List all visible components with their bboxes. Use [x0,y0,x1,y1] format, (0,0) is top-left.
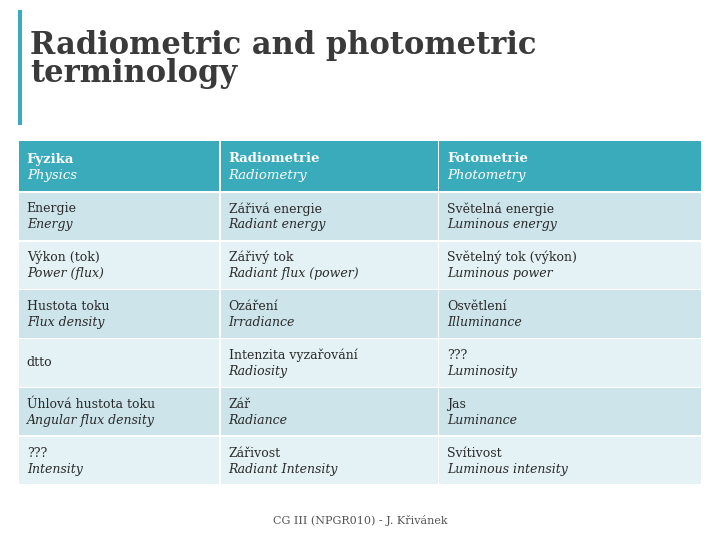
Text: Radiometry: Radiometry [228,168,307,181]
Text: Power (flux): Power (flux) [27,267,104,280]
Text: Zářivost: Zářivost [228,447,281,460]
Text: Luminance: Luminance [447,414,518,427]
Text: Zář: Zář [228,398,251,411]
Bar [19,141,219,191]
Text: Hustota toku: Hustota toku [27,300,109,313]
Text: Radiant Intensity: Radiant Intensity [228,463,338,476]
Text: CG III (NPGR010) - J. Křivánek: CG III (NPGR010) - J. Křivánek [273,515,447,525]
Text: ???: ??? [27,447,47,460]
Text: Radiometric and photometric: Radiometric and photometric [30,30,536,61]
Bar [19,291,219,338]
Text: ???: ??? [447,349,468,362]
Text: Angular flux density: Angular flux density [27,414,155,427]
Text: Světelný tok (výkon): Světelný tok (výkon) [447,251,577,265]
Bar [439,241,701,289]
Text: Zářivá energie: Zářivá energie [228,202,322,215]
Text: Luminosity: Luminosity [447,365,518,378]
Bar [220,241,438,289]
Bar [18,10,22,125]
Text: Svítivost: Svítivost [447,447,502,460]
Bar [220,437,438,484]
Text: Luminous energy: Luminous energy [447,218,557,232]
Text: Energie: Energie [27,202,77,215]
Text: Radiant flux (power): Radiant flux (power) [228,267,359,280]
Bar [439,141,701,191]
Text: Radiance: Radiance [228,414,287,427]
Text: Flux density: Flux density [27,316,104,329]
Bar [220,339,438,387]
Bar [439,437,701,484]
Bar [439,388,701,435]
Text: Jas: Jas [447,398,467,411]
Bar [19,241,219,289]
Bar [19,388,219,435]
Text: Radiometrie: Radiometrie [228,152,320,165]
Text: Illuminance: Illuminance [447,316,522,329]
Bar [439,339,701,387]
Text: Physics: Physics [27,168,77,181]
Text: Fotometrie: Fotometrie [447,152,528,165]
Text: terminology: terminology [30,58,237,89]
Bar [19,339,219,387]
Text: Irradiance: Irradiance [228,316,295,329]
Text: Osvětlení: Osvětlení [447,300,507,313]
Text: Photometry: Photometry [447,168,526,181]
Bar [220,291,438,338]
Text: Intenzita vyzařování: Intenzita vyzařování [228,349,357,362]
Bar [19,437,219,484]
Text: Energy: Energy [27,218,73,232]
Text: Fyzika: Fyzika [27,152,74,165]
Text: Výkon (tok): Výkon (tok) [27,251,99,265]
Text: Ozáření: Ozáření [228,300,278,313]
Text: Intensity: Intensity [27,463,83,476]
Text: Úhlová hustota toku: Úhlová hustota toku [27,398,155,411]
Bar [439,193,701,240]
Text: Luminous power: Luminous power [447,267,553,280]
Bar [220,388,438,435]
Bar [19,193,219,240]
Text: Zářivý tok: Zářivý tok [228,251,293,265]
Text: dtto: dtto [27,356,53,369]
Text: Radiosity: Radiosity [228,365,288,378]
Bar [220,141,438,191]
Text: Světelná energie: Světelná energie [447,202,554,215]
Text: Luminous intensity: Luminous intensity [447,463,568,476]
Text: Radiant energy: Radiant energy [228,218,326,232]
Bar [439,291,701,338]
Bar [220,193,438,240]
